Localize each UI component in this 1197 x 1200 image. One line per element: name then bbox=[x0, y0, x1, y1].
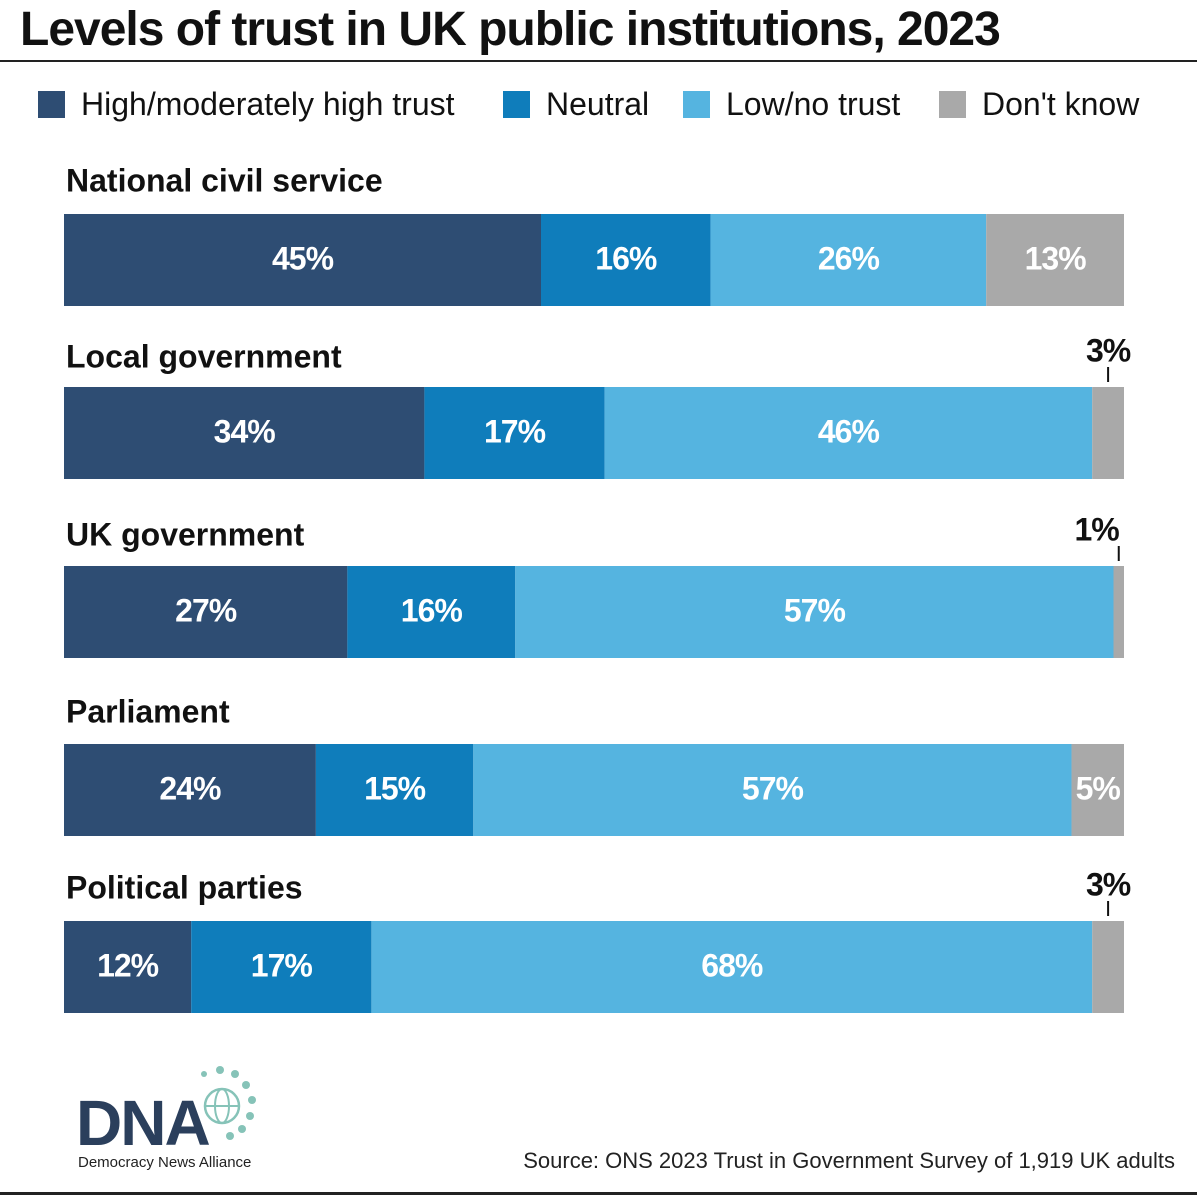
category-label: UK government bbox=[66, 516, 305, 552]
data-label: 57% bbox=[742, 770, 804, 806]
data-label: 12% bbox=[97, 947, 159, 983]
category-label: National civil service bbox=[66, 162, 383, 198]
bar-segment-low bbox=[371, 921, 1093, 1013]
data-label: 5% bbox=[1076, 770, 1121, 806]
bar-segment-neutral bbox=[191, 921, 372, 1013]
data-label: 16% bbox=[595, 240, 657, 276]
bar-segment-neutral bbox=[347, 566, 516, 658]
legend-label-high: High/moderately high trust bbox=[81, 85, 455, 122]
category-label: Parliament bbox=[66, 693, 230, 729]
legend-item-high: High/moderately high trust bbox=[38, 84, 455, 124]
bar-segment-dont-know bbox=[1071, 744, 1124, 836]
data-label: 34% bbox=[214, 413, 276, 449]
legend-label-low: Low/no trust bbox=[726, 85, 901, 122]
bar-segment-neutral bbox=[424, 387, 605, 479]
logo-mark: DNA bbox=[76, 1087, 211, 1159]
bar-segment-dont-know bbox=[986, 214, 1124, 306]
bar-segment-low bbox=[473, 744, 1072, 836]
bar-segment-dont-know bbox=[1113, 566, 1124, 658]
data-label: 45% bbox=[272, 240, 334, 276]
globe-icon bbox=[201, 1066, 256, 1140]
data-label: 17% bbox=[251, 947, 313, 983]
bar-segment-high bbox=[64, 387, 425, 479]
data-label: 57% bbox=[784, 592, 846, 628]
data-label: 17% bbox=[484, 413, 546, 449]
legend-swatch-dont-know bbox=[939, 90, 966, 118]
legend-item-low: Low/no trust bbox=[683, 84, 900, 124]
bar-segment-dont-know bbox=[1092, 387, 1124, 479]
dna-logo: DNA Democracy News Alliance bbox=[74, 1062, 274, 1172]
legend-item-neutral: Neutral bbox=[503, 84, 649, 124]
legend-swatch-high bbox=[38, 90, 65, 118]
data-label: 68% bbox=[701, 947, 763, 983]
data-label: 3% bbox=[1086, 332, 1131, 368]
bar-segment-dont-know bbox=[1092, 921, 1124, 1013]
bar-segment-high bbox=[64, 744, 316, 836]
data-label: 3% bbox=[1086, 866, 1131, 902]
legend-swatch-low bbox=[683, 90, 710, 118]
bar-segment-high bbox=[64, 214, 541, 306]
data-label: 24% bbox=[159, 770, 221, 806]
bar-segment-neutral bbox=[541, 214, 711, 306]
bar-segment-neutral bbox=[315, 744, 474, 836]
bar-segment-low bbox=[604, 387, 1093, 479]
data-label: 16% bbox=[401, 592, 463, 628]
legend: High/moderately high trust Neutral Low/n… bbox=[0, 84, 1197, 124]
bar-segment-high bbox=[64, 566, 348, 658]
source-note: Source: ONS 2023 Trust in Government Sur… bbox=[523, 1148, 1175, 1173]
logo-name: Democracy News Alliance bbox=[78, 1154, 252, 1171]
category-label: Local government bbox=[66, 338, 342, 374]
chart-title: Levels of trust in UK public institution… bbox=[20, 3, 1001, 56]
data-label: 15% bbox=[364, 770, 426, 806]
bottom-divider bbox=[0, 1192, 1197, 1195]
bar-segment-low bbox=[515, 566, 1114, 658]
data-label: 1% bbox=[1075, 511, 1120, 547]
data-label: 26% bbox=[818, 240, 880, 276]
category-label: Political parties bbox=[66, 869, 303, 905]
data-label: 46% bbox=[818, 413, 880, 449]
title-divider bbox=[0, 60, 1197, 62]
legend-label-dont-know: Don't know bbox=[982, 85, 1140, 122]
data-label: 27% bbox=[175, 592, 237, 628]
bar-segment-high bbox=[64, 921, 192, 1013]
legend-swatch-neutral bbox=[503, 90, 530, 118]
data-label: 13% bbox=[1025, 240, 1087, 276]
bar-segment-low bbox=[710, 214, 987, 306]
legend-item-dont-know: Don't know bbox=[939, 84, 1139, 124]
legend-label-neutral: Neutral bbox=[546, 85, 650, 122]
stacked-bar-chart: National civil service 45% 16% 26% 13% Local … bbox=[64, 162, 1132, 1013]
